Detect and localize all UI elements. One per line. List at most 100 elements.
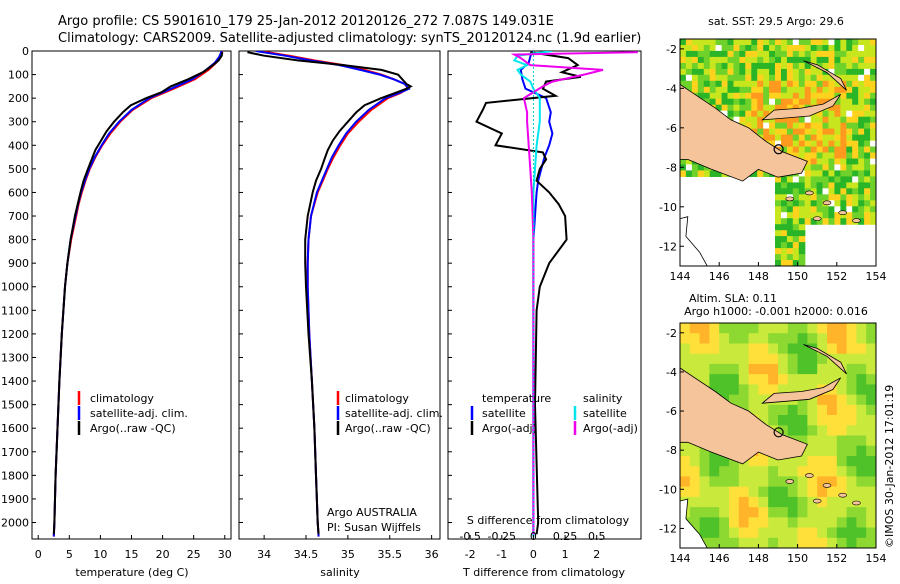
map-cell: [703, 50, 711, 58]
map-cell: [729, 323, 740, 334]
map-cell: [757, 98, 764, 106]
map-cell: [786, 218, 794, 225]
map-cell: [775, 260, 782, 266]
map-cell: [846, 128, 853, 136]
map-cell: [751, 92, 758, 100]
map-cell: [691, 50, 699, 58]
map-cell: [729, 476, 740, 488]
depth-tick-label: 300: [8, 116, 29, 129]
map-cell: [738, 517, 750, 529]
map-cell: [797, 404, 808, 416]
map-cell: [792, 128, 800, 136]
map-cell: [852, 182, 859, 189]
map-cell: [797, 415, 808, 426]
map-cell: [856, 456, 867, 467]
depth-tick-label: 600: [8, 186, 29, 199]
map-cell: [827, 496, 838, 508]
map-cell: [866, 517, 876, 529]
map-cell: [797, 466, 808, 478]
map-cell: [709, 374, 720, 385]
map-cell: [719, 333, 730, 345]
map-cell: [729, 343, 740, 355]
map-cell: [846, 182, 853, 189]
map-cell: [748, 456, 759, 467]
map-cell: [817, 537, 828, 548]
map-cell: [804, 86, 812, 94]
map-cell: [816, 212, 824, 219]
map-cell: [775, 68, 782, 76]
map-cell: [781, 74, 788, 82]
map-cell: [810, 56, 818, 64]
map-cell: [816, 188, 824, 195]
map-cell: [748, 374, 759, 385]
map-cell: [846, 353, 857, 365]
map-cell: [797, 456, 808, 467]
map-cell: [817, 404, 828, 416]
map-cell: [856, 323, 867, 334]
map-cell: [846, 394, 857, 406]
map-cell: [729, 374, 740, 385]
map-cell: [680, 323, 691, 334]
map-cell: [797, 507, 808, 518]
map-cell: [792, 218, 800, 225]
map-cell: [797, 323, 808, 334]
map-cell: [798, 50, 806, 58]
map-cell: [856, 415, 867, 426]
map-cell: [852, 56, 859, 64]
map-cell: [810, 80, 818, 88]
map-cell: [866, 476, 876, 488]
map-cell: [685, 164, 693, 171]
map-cell: [852, 68, 859, 76]
map-cell: [856, 374, 867, 385]
map-cell: [709, 384, 720, 396]
map-cell: [836, 343, 848, 355]
map-cell: [864, 128, 871, 136]
map-cell: [778, 517, 789, 529]
map-cell: [827, 486, 838, 498]
map-cell: [807, 435, 818, 447]
map-cell: [846, 104, 853, 112]
map-cell: [828, 68, 836, 76]
map-cell: [751, 45, 758, 52]
map-cell: [748, 517, 759, 529]
map-cell: [699, 374, 710, 385]
map-cell: [792, 248, 800, 255]
map-cell: [769, 104, 776, 112]
depth-tick-label: 1100: [1, 304, 29, 317]
map-cell: [680, 170, 687, 177]
lat-tick-label: -2: [666, 43, 677, 56]
map-cell: [828, 182, 836, 189]
map-cell: [816, 92, 824, 100]
map-cell: [781, 146, 788, 154]
land-mass: [680, 367, 808, 465]
map-cell: [748, 394, 759, 406]
map-cell: [836, 323, 848, 334]
island: [805, 473, 814, 478]
map-cell: [775, 98, 782, 106]
map-cell: [786, 98, 794, 106]
map-cell: [807, 445, 818, 457]
map-cell: [787, 363, 799, 375]
map-cell: [846, 404, 857, 416]
map-cell: [778, 404, 789, 416]
map-cell: [822, 188, 830, 195]
map-cell: [758, 384, 769, 396]
map-cell: [822, 45, 830, 52]
map-cell: [816, 110, 824, 118]
map-cell: [822, 122, 830, 130]
map-cell: [738, 384, 750, 396]
map-cell: [769, 74, 776, 82]
map-cell: [768, 507, 779, 518]
map-cell: [745, 74, 752, 82]
map-cell: [852, 128, 859, 136]
map-cell: [858, 146, 865, 154]
map-cell: [827, 527, 838, 539]
map-cell: [748, 466, 759, 478]
map-cell: [822, 74, 830, 82]
map-cell: [807, 404, 818, 416]
map-cell: [852, 200, 859, 207]
map-cell: [810, 158, 818, 166]
map-cell: [798, 146, 806, 154]
map-cell: [804, 146, 812, 154]
map-cell: [810, 68, 818, 76]
